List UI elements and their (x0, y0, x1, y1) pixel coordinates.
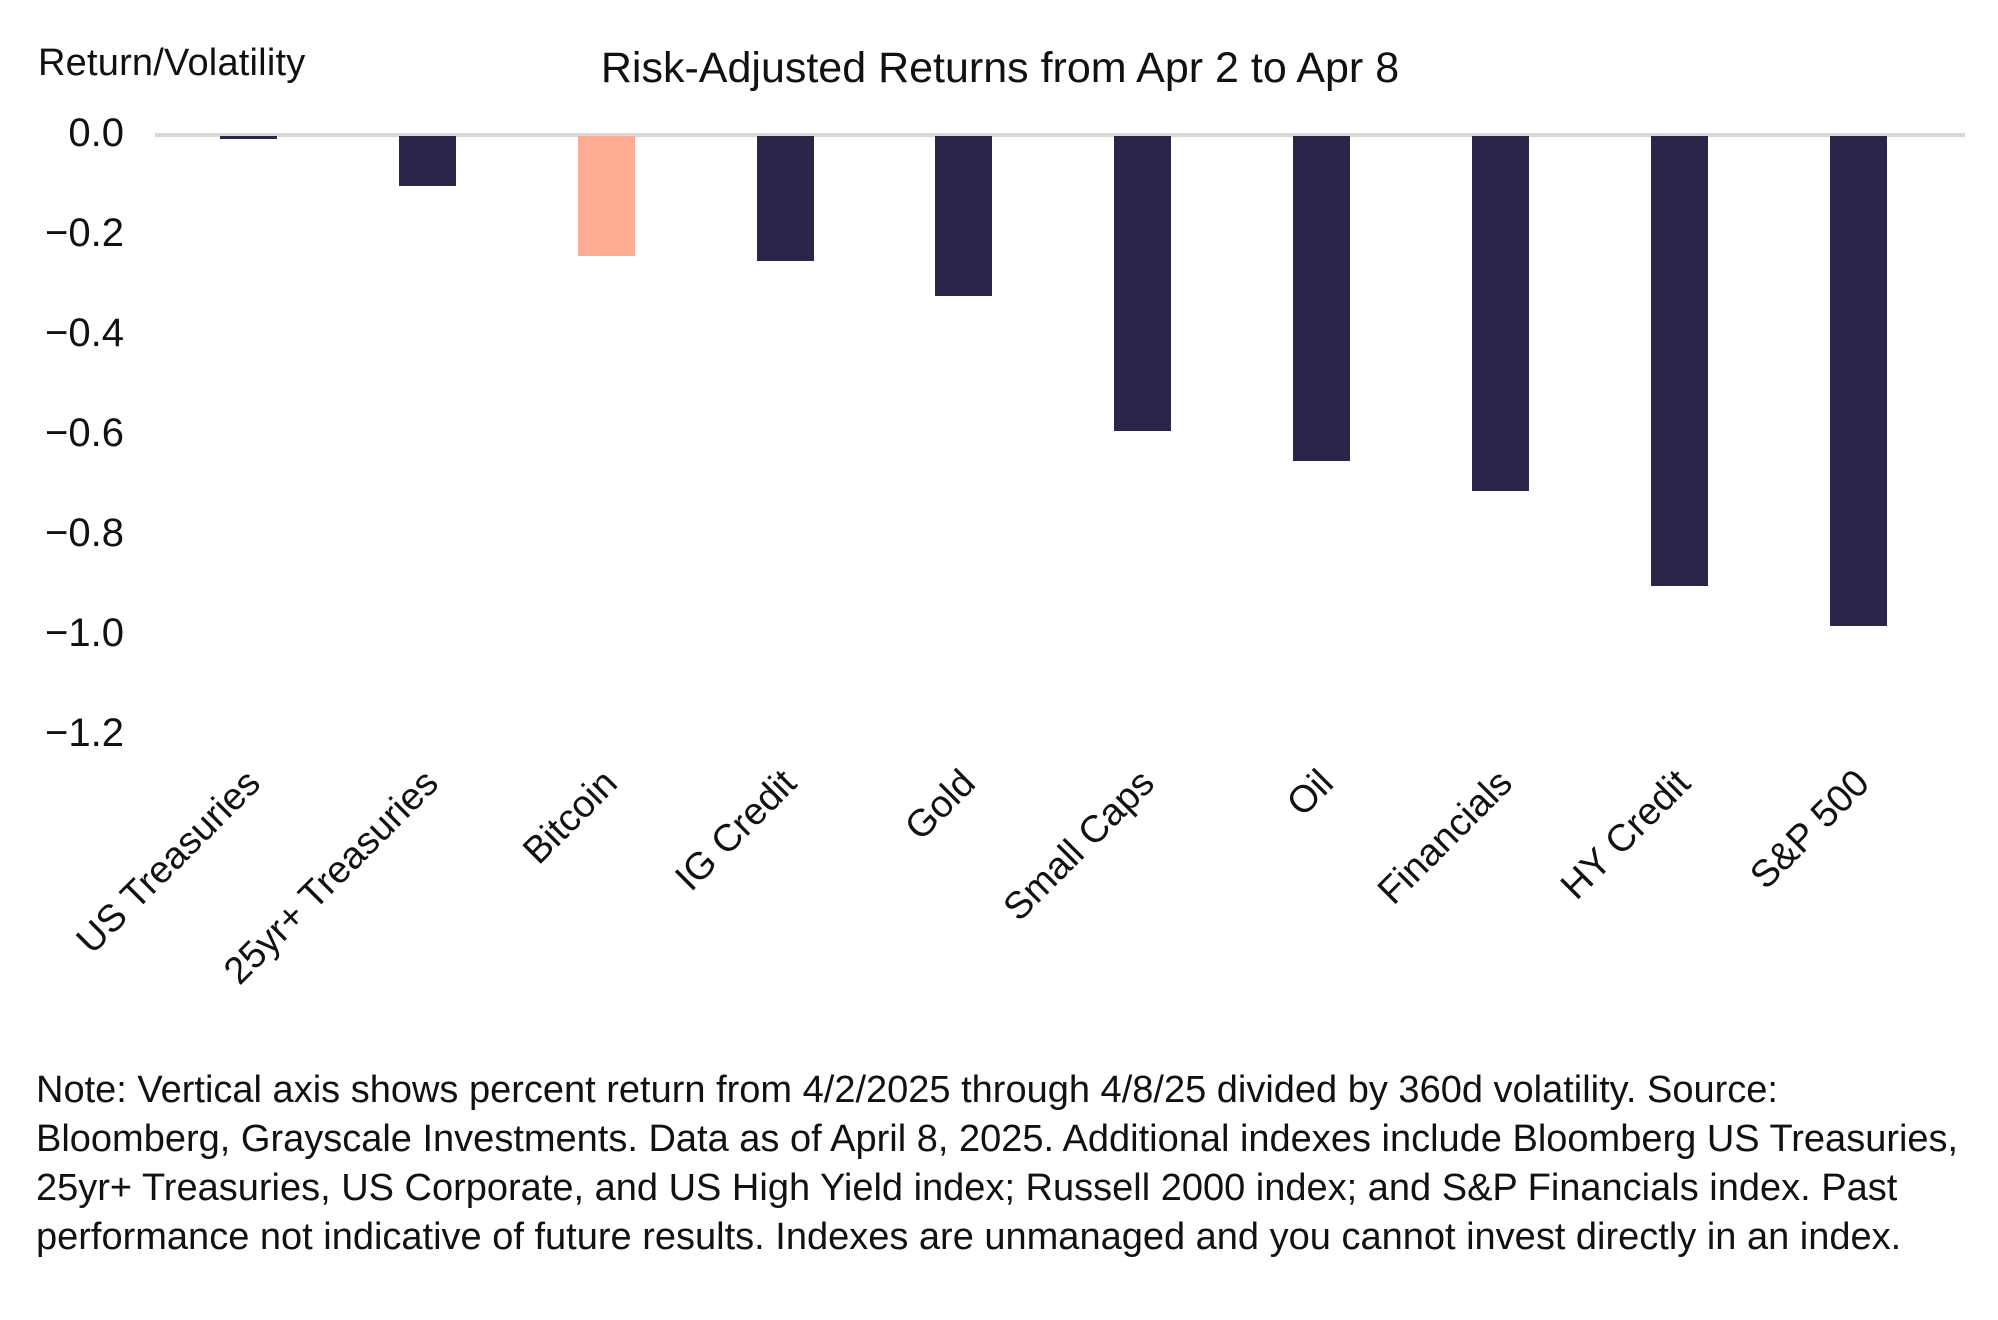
bar-oil (1293, 136, 1351, 461)
bar-hy-credit (1650, 136, 1708, 586)
y-axis-title: Return/Volatility (38, 42, 306, 84)
y-tick-label: −0.4 (45, 311, 124, 355)
bar-bitcoin (577, 136, 635, 256)
y-tick-label: −1.0 (45, 611, 124, 655)
bar-25yr-treasuries (398, 136, 456, 186)
footnote-text: Note: Vertical axis shows percent return… (36, 1069, 1959, 1259)
y-tick-label: −1.2 (45, 711, 124, 755)
bar-us-treasuries (220, 136, 277, 139)
y-tick-label: −0.6 (45, 411, 124, 455)
y-tick-label: −0.8 (45, 511, 124, 555)
bar-small-caps (1114, 136, 1172, 431)
bar-s-p-500 (1829, 136, 1887, 626)
y-tick-label: −0.2 (45, 211, 124, 255)
bar-gold (935, 136, 993, 296)
chart-title: Risk-Adjusted Returns from Apr 2 to Apr … (600, 44, 1400, 92)
zero-baseline-axis-line (155, 133, 1965, 137)
bar-financials (1472, 136, 1530, 491)
bar-ig-credit (756, 136, 814, 261)
y-tick-label: 0.0 (68, 111, 124, 155)
